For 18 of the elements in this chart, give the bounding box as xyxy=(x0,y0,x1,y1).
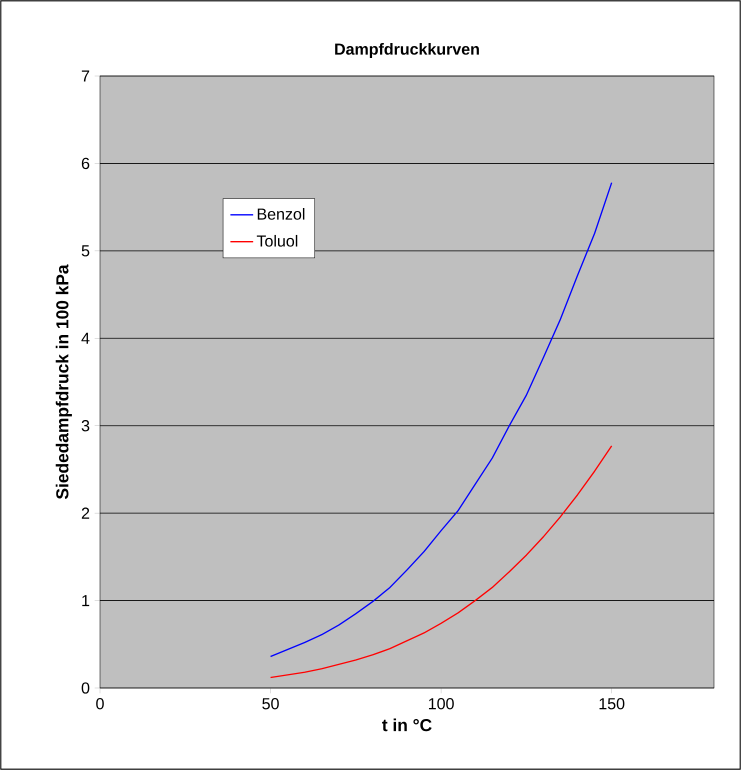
x-tick-label: 150 xyxy=(600,698,624,710)
x-tick-label: 0 xyxy=(96,698,104,710)
chart-title: Dampfdruckkurven xyxy=(335,43,479,58)
legend-label: Benzol xyxy=(258,208,304,220)
y-tick-label: 3 xyxy=(82,420,90,432)
y-tick-label: 1 xyxy=(82,595,90,606)
x-axis-title: t in °C xyxy=(382,718,432,732)
legend-label: Toluol xyxy=(256,234,298,247)
y-tick-label: 0 xyxy=(82,682,90,694)
y-tick-label: 4 xyxy=(81,332,90,344)
y-tick-label: 5 xyxy=(82,245,90,256)
y-tick-label: 6 xyxy=(82,158,90,170)
y-axis-title: Siededampfdruck in 100 kPa xyxy=(56,264,72,500)
x-tick-label: 50 xyxy=(262,698,279,710)
x-tick-label: 100 xyxy=(428,698,454,710)
y-tick-label: 7 xyxy=(82,70,90,82)
line-series xyxy=(270,445,612,678)
y-tick-label: 2 xyxy=(82,508,90,519)
